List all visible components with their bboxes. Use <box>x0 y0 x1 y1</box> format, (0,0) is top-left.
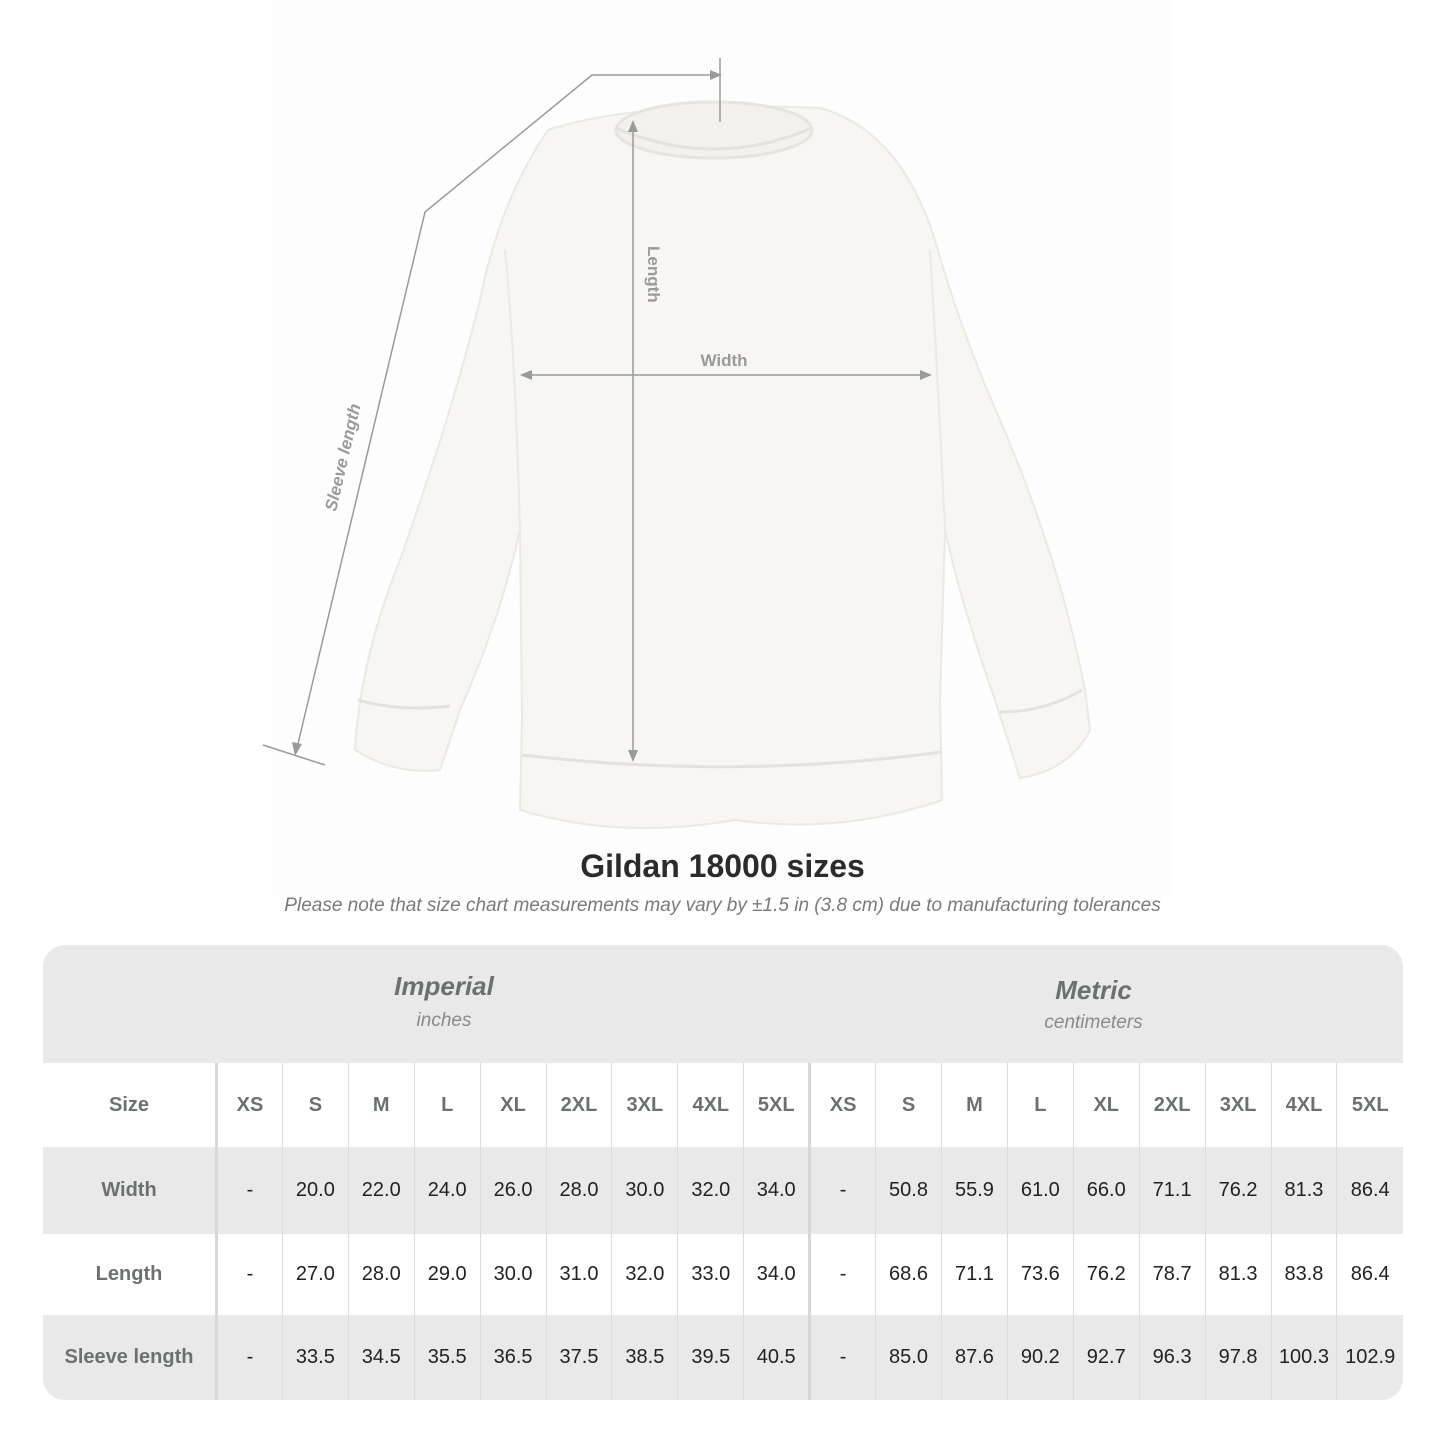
imperial-value-cell: - <box>216 1315 283 1400</box>
width-label: Width <box>700 351 747 370</box>
length-label: Length <box>644 246 663 303</box>
row-label: Sleeve length <box>43 1315 218 1400</box>
metric-value-cell: 87.6 <box>940 1315 1008 1400</box>
metric-size-header: 5XL <box>1336 1063 1403 1147</box>
metric-value-cell: 96.3 <box>1138 1315 1206 1400</box>
imperial-value-cell: 34.0 <box>743 1234 812 1315</box>
imperial-value-cell: 20.0 <box>281 1147 349 1234</box>
metric-value-cell: 97.8 <box>1204 1315 1271 1400</box>
sweatshirt-illustration <box>353 100 1092 829</box>
metric-value-cell: 66.0 <box>1072 1147 1140 1234</box>
imperial-value-cell: - <box>216 1147 283 1234</box>
imperial-value-cell: 35.5 <box>413 1315 481 1400</box>
metric-value-cell: 86.4 <box>1336 1234 1403 1315</box>
metric-value-cell: 61.0 <box>1006 1147 1074 1234</box>
metric-value-cell: - <box>809 1315 876 1400</box>
imperial-size-header: XL <box>479 1063 547 1147</box>
metric-value-cell: 78.7 <box>1138 1234 1206 1315</box>
metric-value-cell: 102.9 <box>1336 1315 1403 1400</box>
imperial-size-header: L <box>413 1063 481 1147</box>
metric-size-header: M <box>940 1063 1008 1147</box>
row-label: Width <box>43 1147 218 1234</box>
metric-value-cell: - <box>809 1234 876 1315</box>
imperial-value-cell: 32.0 <box>677 1147 744 1234</box>
metric-size-header: XL <box>1072 1063 1140 1147</box>
imperial-value-cell: 39.5 <box>677 1315 744 1400</box>
imperial-value-cell: 33.5 <box>281 1315 349 1400</box>
imperial-value-cell: 37.5 <box>545 1315 612 1400</box>
metric-size-header: 3XL <box>1204 1063 1271 1147</box>
imperial-value-cell: 28.0 <box>545 1147 612 1234</box>
size-table: Size XS S M L XL 2XL 3XL 4XL 5XL XS S M L XL 2XL 3XL 4XL 5… <box>43 1063 1403 1400</box>
metric-value-cell: 76.2 <box>1204 1147 1271 1234</box>
metric-value-cell: 90.2 <box>1006 1315 1074 1400</box>
imperial-title: Imperial <box>394 971 494 1001</box>
imperial-value-cell: 30.0 <box>479 1234 547 1315</box>
metric-value-cell: 71.1 <box>940 1234 1008 1315</box>
size-header: Size <box>43 1063 218 1147</box>
metric-size-header: S <box>875 1063 942 1147</box>
imperial-value-cell: 32.0 <box>611 1234 678 1315</box>
metric-size-header: 4XL <box>1270 1063 1337 1147</box>
imperial-size-header: S <box>281 1063 349 1147</box>
imperial-size-header: M <box>347 1063 415 1147</box>
imperial-value-cell: 28.0 <box>347 1234 415 1315</box>
metric-size-header: L <box>1006 1063 1074 1147</box>
imperial-value-cell: 38.5 <box>611 1315 678 1400</box>
metric-value-cell: 100.3 <box>1270 1315 1337 1400</box>
imperial-value-cell: 34.5 <box>347 1315 415 1400</box>
table-row: Length -27.0 28.0 29.0 30.0 31.0 32.0 33.0 34.0-… <box>43 1234 1403 1315</box>
metric-header: Metric centimeters <box>811 945 1376 1063</box>
sleeve-length-dimension-line <box>295 74 718 753</box>
metric-value-cell: 73.6 <box>1006 1234 1074 1315</box>
imperial-value-cell: 34.0 <box>743 1147 812 1234</box>
metric-value-cell: 68.6 <box>875 1234 942 1315</box>
imperial-size-header: 3XL <box>611 1063 678 1147</box>
metric-title: Metric <box>1055 975 1132 1005</box>
row-label: Length <box>43 1234 218 1315</box>
table-row: Sleeve length -33.5 34.5 35.5 36.5 37.5 38.5 39… <box>43 1315 1403 1400</box>
metric-value-cell: 81.3 <box>1270 1147 1337 1234</box>
imperial-value-cell: 31.0 <box>545 1234 612 1315</box>
imperial-unit: inches <box>416 1010 472 1031</box>
imperial-value-cell: 24.0 <box>413 1147 481 1234</box>
metric-value-cell: 86.4 <box>1336 1147 1403 1234</box>
metric-value-cell: 55.9 <box>940 1147 1008 1234</box>
metric-size-header: 2XL <box>1138 1063 1206 1147</box>
imperial-value-cell: 40.5 <box>743 1315 812 1400</box>
metric-value-cell: 92.7 <box>1072 1315 1140 1400</box>
imperial-value-cell: 30.0 <box>611 1147 678 1234</box>
metric-value-cell: 50.8 <box>875 1147 942 1234</box>
metric-value-cell: - <box>809 1147 876 1234</box>
imperial-value-cell: 33.0 <box>677 1234 744 1315</box>
sweatshirt-diagram: Length Width Sleeve length <box>262 58 1092 829</box>
metric-value-cell: 76.2 <box>1072 1234 1140 1315</box>
imperial-value-cell: 22.0 <box>347 1147 415 1234</box>
imperial-header: Imperial inches <box>215 945 673 1063</box>
metric-value-cell: 81.3 <box>1204 1234 1271 1315</box>
imperial-value-cell: - <box>216 1234 283 1315</box>
imperial-value-cell: 36.5 <box>479 1315 547 1400</box>
imperial-value-cell: 26.0 <box>479 1147 547 1234</box>
imperial-size-header: 4XL <box>677 1063 744 1147</box>
tolerance-note: Please note that size chart measurements… <box>284 895 1161 916</box>
metric-value-cell: 71.1 <box>1138 1147 1206 1234</box>
page-title: Gildan 18000 sizes <box>580 848 865 884</box>
metric-value-cell: 85.0 <box>875 1315 942 1400</box>
metric-size-header: XS <box>809 1063 876 1147</box>
metric-value-cell: 83.8 <box>1270 1234 1337 1315</box>
size-chart: Imperial inches Metric centimeters Size X… <box>43 945 1403 1400</box>
imperial-value-cell: 29.0 <box>413 1234 481 1315</box>
metric-unit: centimeters <box>1044 1012 1143 1033</box>
imperial-size-header: 2XL <box>545 1063 612 1147</box>
imperial-size-header: XS <box>216 1063 283 1147</box>
table-header-row: Size XS S M L XL 2XL 3XL 4XL 5XL XS S M L XL 2XL 3XL 4XL 5… <box>43 1063 1403 1147</box>
imperial-size-header: 5XL <box>743 1063 812 1147</box>
table-row: Width -20.0 22.0 24.0 26.0 28.0 30.0 32.0 34.0-5… <box>43 1147 1403 1234</box>
imperial-value-cell: 27.0 <box>281 1234 349 1315</box>
